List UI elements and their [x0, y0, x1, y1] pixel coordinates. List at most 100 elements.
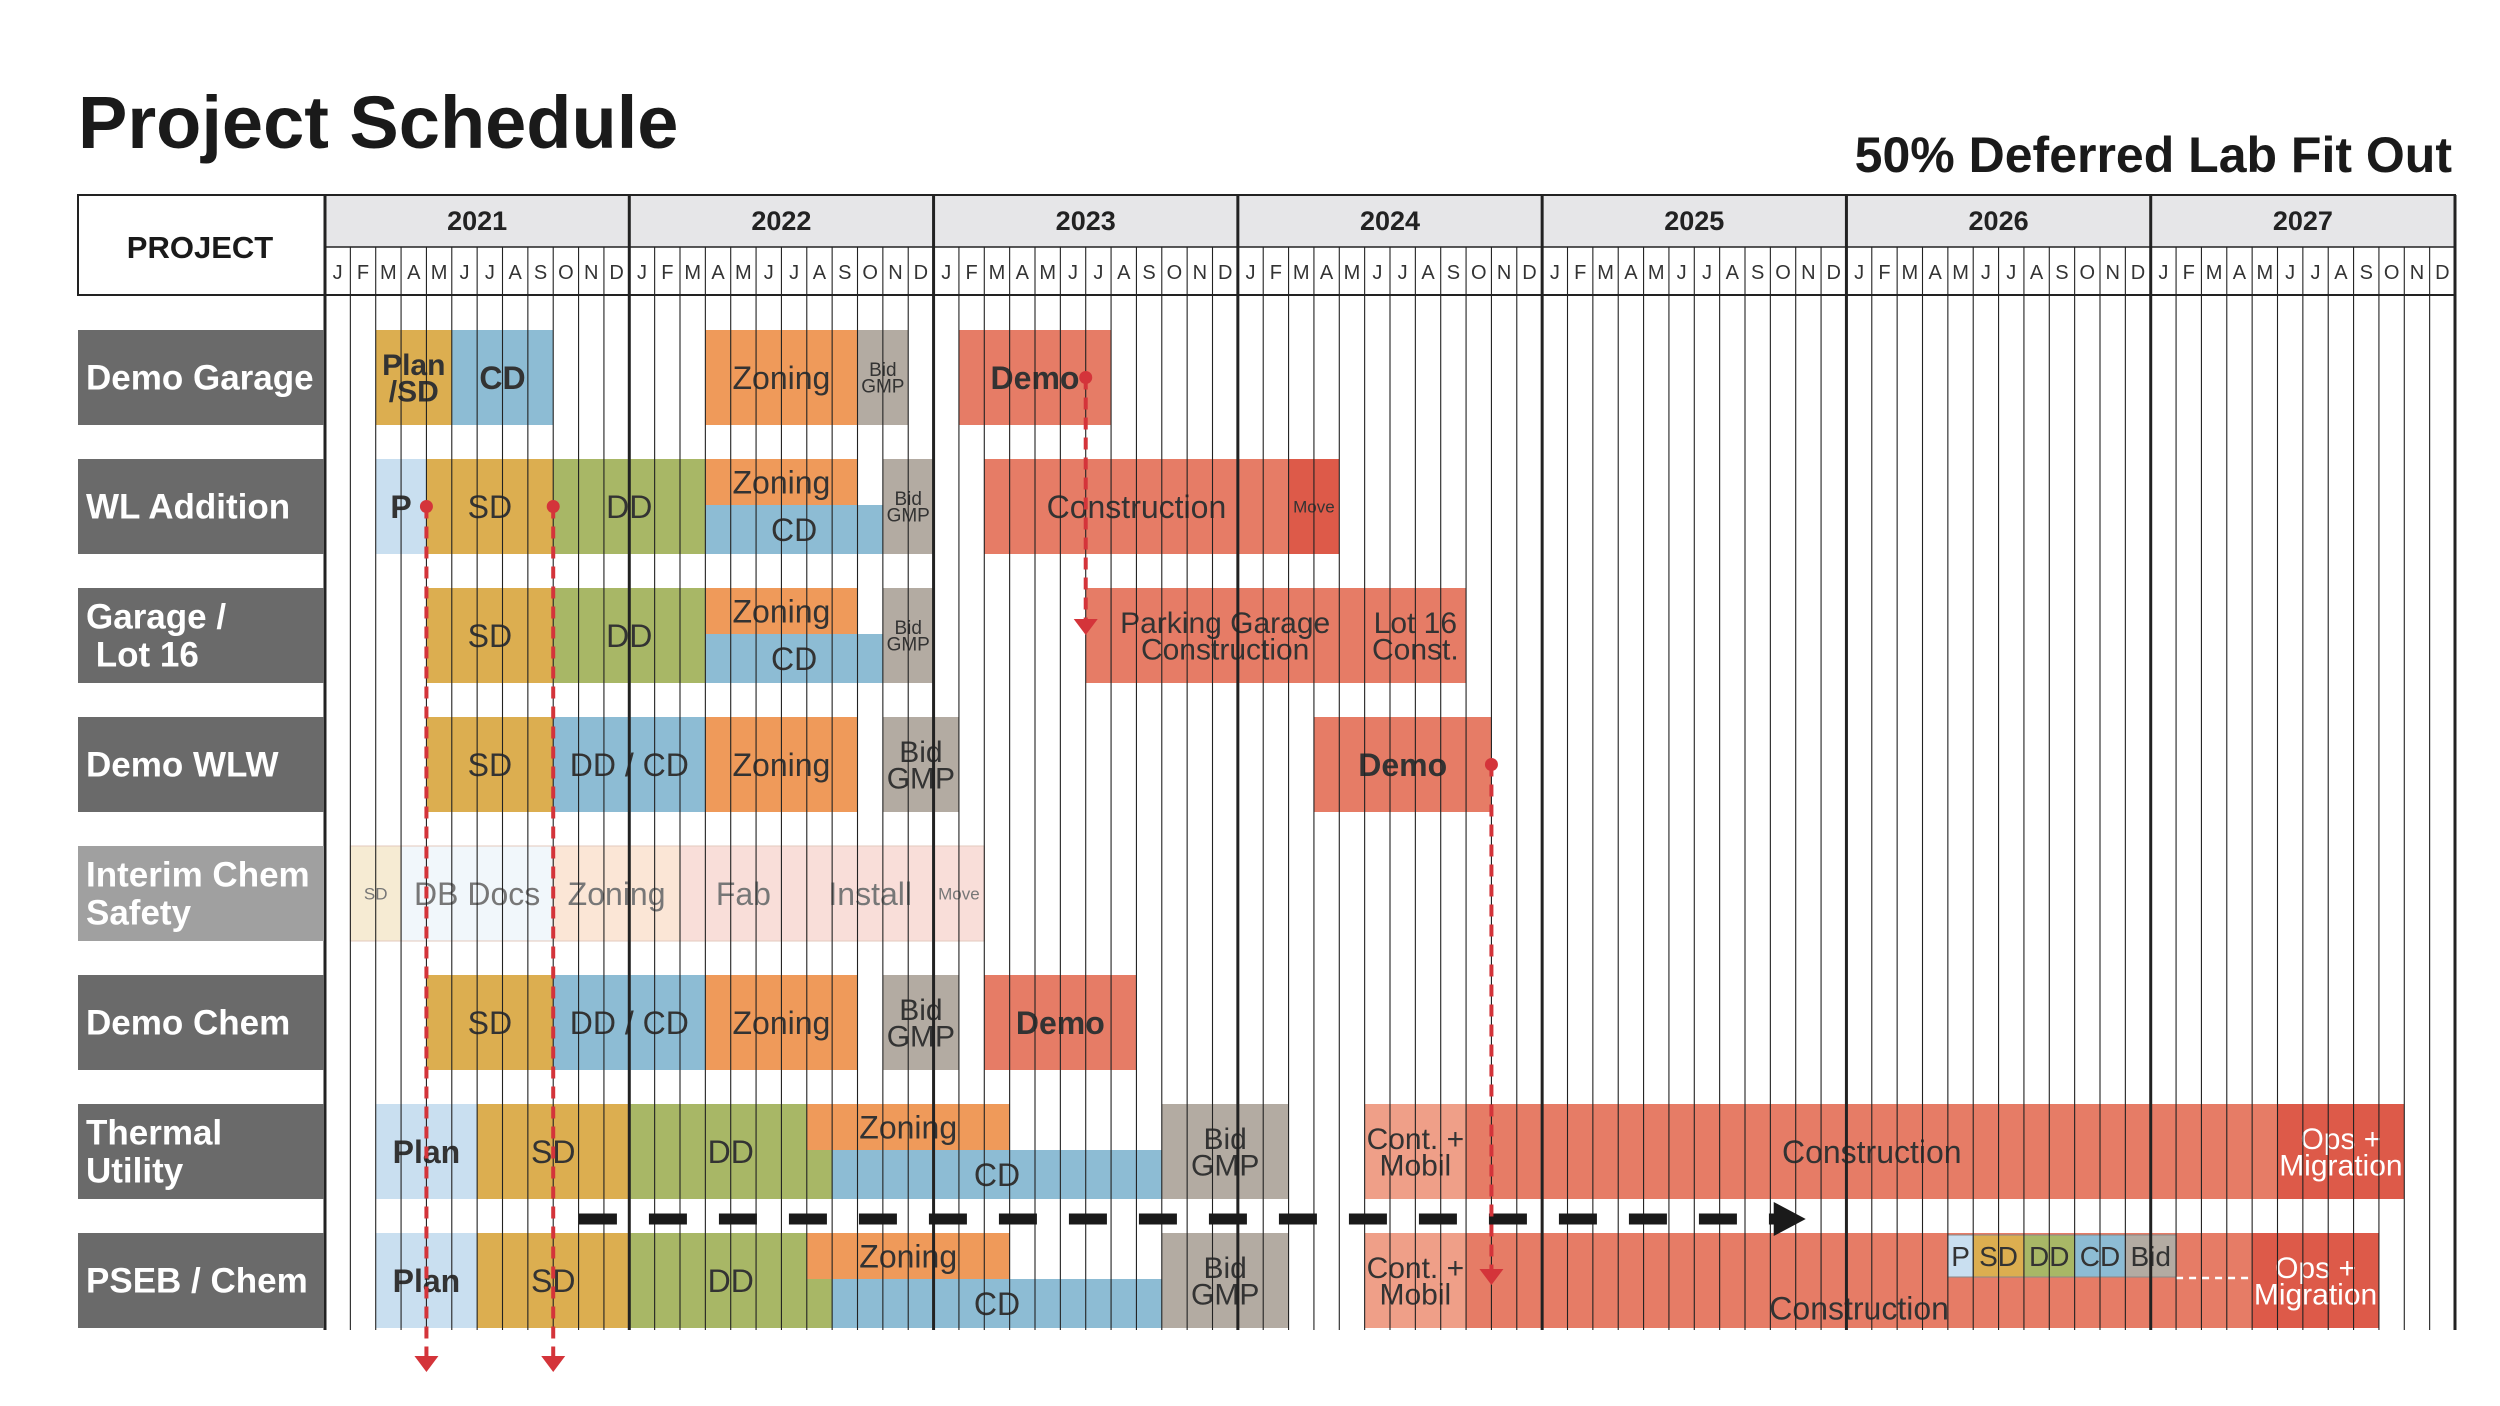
month-label: A: [407, 262, 421, 284]
month-label: M: [1597, 262, 1614, 284]
year-label: 2024: [1360, 206, 1420, 236]
month-label: D: [1218, 262, 1232, 284]
month-label: J: [1854, 262, 1864, 284]
gantt-bar-label: Construction: [1769, 1291, 1949, 1327]
gantt-bar-label: Fab: [716, 876, 771, 912]
gantt-bar: [705, 634, 883, 683]
gantt-bar-label: SD: [468, 489, 512, 525]
month-label: S: [838, 262, 851, 284]
month-label: O: [862, 262, 878, 284]
month-label: D: [1522, 262, 1536, 284]
month-label: A: [1726, 262, 1740, 284]
gantt-bar-label: Bid GMP: [887, 994, 955, 1053]
gantt-bar: [426, 717, 554, 812]
dependency-arrowhead: [541, 1356, 566, 1372]
gantt-bar-label: Install: [828, 876, 912, 912]
month-label: J: [637, 262, 647, 284]
month-label: O: [1167, 262, 1183, 284]
page-subtitle: 50% Deferred Lab Fit Out: [1855, 127, 2453, 183]
month-label: S: [1751, 262, 1764, 284]
row-label: PSEB / Chem: [86, 1262, 308, 1301]
row-label-bg: [78, 459, 324, 554]
year-label: 2026: [1969, 206, 2029, 236]
month-label: J: [1246, 262, 1256, 284]
row-label: Garage / Lot 16: [86, 598, 226, 675]
gantt-bar-label: Ops + Migration: [2254, 1252, 2377, 1311]
gantt-bar-label: Bid GMP: [1191, 1252, 1259, 1311]
month-label: A: [2030, 262, 2044, 284]
row-labels: Demo Garage WL Addition Garage / Lot 16 Dem…: [78, 330, 324, 1328]
month-label: J: [459, 262, 469, 284]
month-label: J: [1550, 262, 1560, 284]
month-label: A: [711, 262, 725, 284]
gantt-bar: [2277, 1104, 2405, 1199]
month-label: J: [485, 262, 495, 284]
month-label: J: [789, 262, 799, 284]
row-label-bg: [78, 846, 324, 941]
month-label: J: [1677, 262, 1687, 284]
dependency-arrowhead: [1073, 619, 1098, 635]
month-label: M: [431, 262, 448, 284]
month-label: A: [813, 262, 827, 284]
gantt-bar: [832, 1279, 1162, 1328]
month-label: A: [1929, 262, 1943, 284]
year-label: 2022: [751, 206, 811, 236]
gantt-bar-label: Plan/SD: [382, 349, 445, 408]
row-label: Demo Chem: [86, 1004, 290, 1043]
month-label: M: [1901, 262, 1918, 284]
month-label: J: [941, 262, 951, 284]
grid-background: [77, 194, 2456, 296]
month-label: F: [2183, 262, 2195, 284]
month-label: N: [2410, 262, 2424, 284]
year-band: [325, 195, 2455, 247]
month-label: F: [1878, 262, 1890, 284]
year-label: 2023: [1056, 206, 1116, 236]
month-label: M: [2256, 262, 2273, 284]
month-label: S: [534, 262, 547, 284]
gantt-bar-label: Parking Garage Construction: [1120, 607, 1330, 666]
month-label: M: [1648, 262, 1665, 284]
month-label: J: [1981, 262, 1991, 284]
month-label: J: [333, 262, 343, 284]
dependency-arrowhead: [1479, 1269, 1504, 1285]
month-label: D: [1827, 262, 1841, 284]
gantt-bar: [426, 975, 554, 1070]
month-label: O: [1775, 262, 1791, 284]
month-label: J: [2311, 262, 2321, 284]
gantt-bar: [1313, 717, 1492, 812]
gantt-bar: [1161, 1233, 1289, 1328]
gantt-bar-label: Ops + Migration: [2279, 1123, 2402, 1182]
gantt-bar-label: CD: [771, 641, 817, 677]
row-label: Demo WLW: [86, 746, 278, 785]
year-label: 2021: [447, 206, 507, 236]
month-label: F: [1270, 262, 1282, 284]
month-label: J: [1702, 262, 1712, 284]
month-label: A: [509, 262, 523, 284]
gantt-bar-label: Zoning: [568, 876, 666, 912]
gantt-bar: [375, 330, 452, 425]
month-label: N: [888, 262, 902, 284]
gantt-bar: [832, 1150, 1162, 1199]
month-label: N: [1801, 262, 1815, 284]
month-label: D: [2131, 262, 2145, 284]
month-label: J: [1093, 262, 1103, 284]
gantt-bar: [806, 845, 935, 942]
month-label: F: [661, 262, 673, 284]
month-label: J: [2158, 262, 2168, 284]
month-label: J: [2285, 262, 2295, 284]
row-label-bg: [78, 330, 324, 425]
gantt-bar-label: Demo: [1358, 747, 1447, 783]
month-label: N: [584, 262, 598, 284]
month-label: O: [2080, 262, 2096, 284]
month-label: J: [1068, 262, 1078, 284]
gantt-bar: [426, 588, 554, 683]
row-label: WL Addition: [86, 488, 290, 527]
gantt-bar: [1085, 588, 1365, 683]
gantt-bar-label: Bid GMP: [1191, 1123, 1259, 1182]
month-label: J: [764, 262, 774, 284]
page-title: Project Schedule: [78, 81, 678, 164]
month-label: A: [2233, 262, 2247, 284]
